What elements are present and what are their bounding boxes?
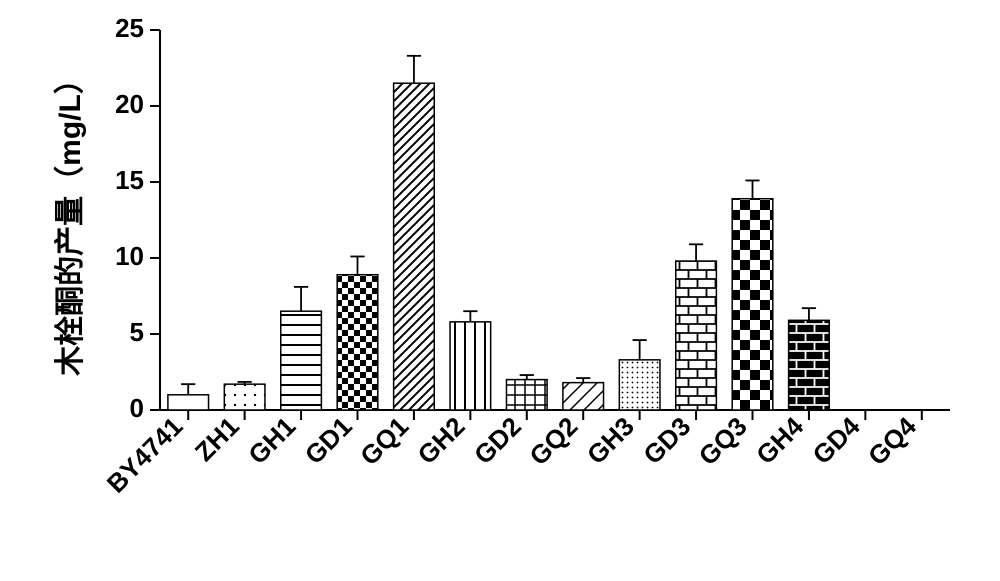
y-tick-label: 0 [130,393,144,423]
x-tick-label: GH4 [750,411,809,470]
bar [563,383,604,410]
bar [506,380,547,410]
bar [789,320,830,410]
bar [732,199,773,410]
bar-chart: 0 5 10 15 20 25 木栓酮的产量（mg/L） BY4741ZH1GH1GD1GQ1… [0,0,1000,581]
y-tick-label: 25 [115,13,144,43]
y-tick-label: 15 [115,165,144,195]
x-tick-label: GQ2 [523,411,583,471]
x-tick-label: BY4741 [101,411,189,499]
x-tick-label: GQ1 [354,411,414,471]
bar [394,83,435,410]
y-axis-label: 木栓酮的产量（mg/L） [53,64,87,377]
bar [281,311,322,410]
bar [337,275,378,410]
y-tick-label: 10 [115,241,144,271]
x-tick-label: GD1 [299,411,358,470]
x-tick-label: GQ3 [693,411,753,471]
x-tick-label: GQ4 [862,411,922,471]
bar [168,395,209,410]
bar [619,360,660,410]
bar [224,384,265,410]
y-tick-label: 20 [115,89,144,119]
x-tick-label: GH3 [581,411,640,470]
x-tick-label: GD4 [807,411,866,470]
x-tick-label: GH2 [412,411,471,470]
x-tick-label: GD3 [637,411,696,470]
x-tick-label: GH1 [242,411,301,470]
bar [676,261,717,410]
x-tick-label: ZH1 [189,411,245,467]
y-tick-label: 5 [130,317,144,347]
bar [450,322,491,410]
x-tick-label: GD2 [468,411,527,470]
